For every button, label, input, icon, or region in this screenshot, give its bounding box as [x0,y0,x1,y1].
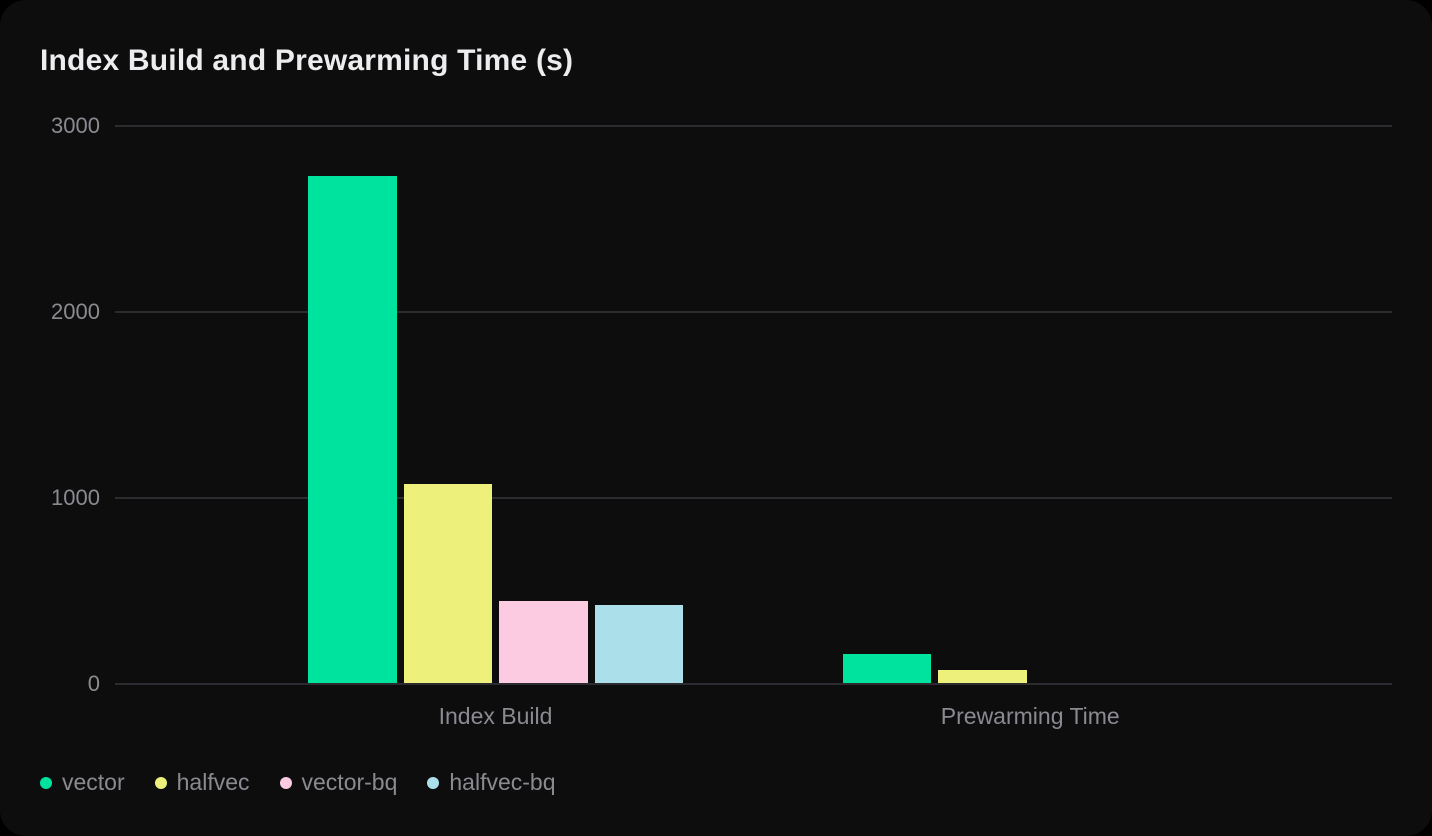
bar-halfvec-bq-index-build[interactable] [594,605,683,684]
legend-item-vector-bq[interactable]: vector-bq [279,769,398,796]
y-axis-tick-label: 2000 [51,298,100,324]
y-axis-tick-label: 3000 [51,112,100,138]
x-axis-label-index-build: Index Build [438,703,553,729]
legend-dot-icon [154,776,167,789]
legend-dot-icon [427,776,440,789]
y-axis-tick-label: 0 [87,670,100,696]
bar-vector-bq-index-build[interactable] [499,600,588,684]
y-axis-tick-label: 1000 [51,484,100,510]
legend-item-halfvec[interactable]: halfvec [154,769,250,796]
chart-legend: vector halfvec vector-bq halfvec-bq [40,769,556,796]
bar-halfvec-index-build[interactable] [403,483,492,684]
bar-halfvec-prewarming-time[interactable] [938,670,1027,684]
legend-item-label: halfvec-bq [449,769,556,795]
legend-item-label: vector-bq [301,769,398,795]
chart-title: Index Build and Prewarming Time (s) [40,44,574,77]
gridline-y-3000 [115,124,1392,127]
bar-vector-prewarming-time[interactable] [842,653,932,684]
gridline-y-0 [115,682,1392,685]
legend-dot-icon [40,776,52,789]
legend-item-label: vector [62,769,125,795]
x-axis-label-prewarming-time: Prewarming Time [940,703,1120,729]
legend-item-vector[interactable]: vector [40,769,125,796]
gridline-y-2000 [115,310,1392,313]
bar-vector-index-build[interactable] [308,175,397,684]
legend-item-label: halfvec [176,769,250,795]
legend-item-halfvec-bq[interactable]: halfvec-bq [427,769,556,796]
gridline-y-1000 [115,496,1392,499]
legend-dot-icon [279,776,292,789]
